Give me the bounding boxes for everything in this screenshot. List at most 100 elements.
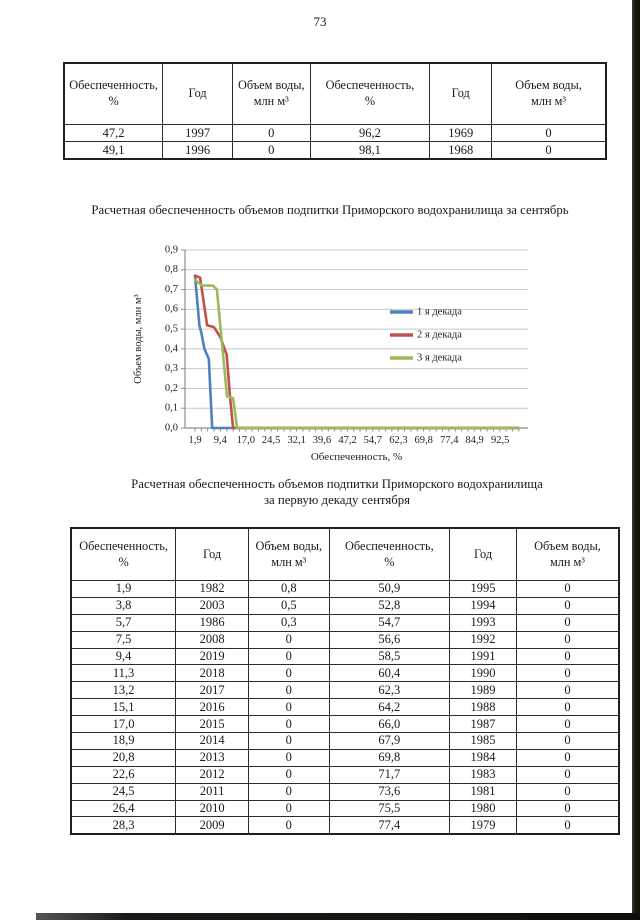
table-cell: 1969	[429, 124, 493, 142]
recurrence-table-first-decade: Обеспеченность,% Год Объем воды, млн м³ Обес…	[70, 527, 620, 836]
table-cell: 2015	[175, 715, 250, 734]
column-header-line: %	[118, 554, 129, 569]
table-cell: 0	[232, 124, 311, 142]
column-header-line: %	[384, 554, 395, 569]
table-cell: 2008	[175, 630, 250, 649]
table-cell: 0	[248, 715, 330, 734]
table-cell: 1993	[449, 613, 517, 632]
legend-label: 3 я декада	[417, 352, 462, 363]
table-cell: 11,3	[70, 664, 177, 683]
x-tick-label: 32,1	[288, 435, 306, 446]
y-axis-title: Объем воды, млн м³	[133, 294, 144, 383]
chart-legend: 1 я декада 2 я декада 3 я декада	[390, 306, 462, 363]
table-cell: 75,5	[328, 799, 451, 818]
x-tick-label: 9,4	[214, 435, 228, 446]
table-row: 49,1 1996 0 98,1 1968 0	[63, 141, 607, 160]
table-row: 22,6 2012 0 71,7 1983 0	[70, 765, 620, 784]
header-row: Обеспеченность,% Год Объем воды, млн м³ Обес…	[63, 62, 607, 125]
table-row: 9,4 2019 0 58,5 1991 0	[70, 647, 620, 666]
table-cell: 0	[515, 596, 620, 615]
table-cell: 0	[515, 630, 620, 649]
table-row: 3,8 2003 0,5 52,8 1994 0	[70, 596, 620, 615]
column-header-line: Объем воды,	[534, 538, 601, 553]
y-tick-label: 0,5	[165, 324, 178, 335]
legend-label: 2 я декада	[417, 329, 462, 340]
y-tick-label: 0,8	[165, 264, 178, 275]
chart-gridlines	[185, 249, 528, 409]
table-cell: 1979	[449, 816, 517, 835]
table-cell: 1987	[449, 715, 517, 734]
column-header: Год	[162, 62, 234, 125]
chart-title: Расчетная обеспеченность объемов подпитк…	[91, 203, 569, 217]
table-cell: 67,9	[328, 732, 451, 750]
table-cell: 54,7	[328, 613, 451, 632]
table-cell: 1986	[175, 613, 250, 632]
series-line-2	[193, 274, 521, 430]
table-cell: 1,9	[70, 580, 177, 598]
table-cell: 77,4	[328, 816, 451, 835]
table-cell: 1989	[449, 681, 517, 700]
column-header: Обеспеченность,%	[328, 527, 451, 581]
table-cell: 98,1	[309, 141, 431, 160]
table-cell: 1992	[449, 630, 517, 649]
table-cell: 1991	[449, 647, 517, 666]
table-cell: 1968	[429, 141, 493, 160]
x-tick-label: 54,7	[364, 435, 382, 446]
table-cell: 0	[515, 782, 620, 801]
column-header-line: Объем воды,	[515, 78, 582, 93]
table-cell: 2011	[175, 782, 250, 801]
table-cell: 2019	[175, 647, 250, 666]
column-header: Год	[175, 527, 250, 581]
table-cell: 5,7	[70, 613, 177, 632]
table-cell: 1995	[449, 580, 517, 598]
table-cell: 73,6	[328, 782, 451, 801]
header-row: Обеспеченность,% Год Объем воды, млн м³ Обес…	[70, 527, 620, 581]
column-header-line: Обеспеченность,	[79, 538, 168, 553]
table-cell: 0	[248, 630, 330, 649]
table-cell: 2014	[175, 732, 250, 750]
table-row: 20,8 2013 0 69,8 1984 0	[70, 748, 620, 767]
legend-label: 1 я декада	[417, 306, 462, 317]
table-cell: 24,5	[70, 782, 177, 801]
table-cell: 71,7	[328, 765, 451, 784]
table-cell: 0	[515, 681, 620, 700]
table-cell: 0	[515, 732, 620, 750]
table-cell: 0	[515, 715, 620, 734]
supply-volume-chart: 0,0 0,1 0,2 0,3 0,4 0,5 0,6 0,7 0,8 0,9 1,9 9,4 17,0…	[133, 244, 528, 463]
table-cell: 18,9	[70, 732, 177, 750]
table-cell: 3,8	[70, 596, 177, 615]
x-tick-label: 47,2	[338, 435, 356, 446]
series-line-1	[193, 274, 521, 430]
table-cell: 17,0	[70, 715, 177, 734]
bottom-table-title-line1: Расчетная обеспеченность объемов подпитк…	[131, 477, 543, 491]
table-cell: 15,1	[70, 698, 177, 717]
table-cell: 13,2	[70, 681, 177, 700]
table-cell: 1980	[449, 799, 517, 818]
column-header-line: Обеспеченность,	[325, 78, 415, 93]
table-cell: 0	[515, 698, 620, 717]
table-cell: 2010	[175, 799, 250, 818]
column-header: Объем воды, млн м³	[232, 62, 311, 125]
table-row: 26,4 2010 0 75,5 1980 0	[70, 799, 620, 818]
column-header: Объем воды, млн м³	[491, 62, 607, 125]
table-cell: 0	[491, 141, 607, 160]
column-header: Объем воды, млн м³	[515, 527, 620, 581]
table-row: 15,1 2016 0 64,2 1988 0	[70, 698, 620, 717]
table-cell: 1996	[162, 141, 234, 160]
x-tick-label: 24,5	[262, 435, 280, 446]
table-cell: 0	[515, 664, 620, 683]
column-header-line: Обеспеченность,	[345, 538, 434, 553]
table-cell: 1990	[449, 664, 517, 683]
table-cell: 0	[248, 732, 330, 750]
table-cell: 26,4	[70, 799, 177, 818]
table-cell: 2017	[175, 681, 250, 700]
x-tick-label: 62,3	[389, 435, 407, 446]
table-cell: 0	[248, 765, 330, 784]
page-number: 73	[313, 14, 327, 29]
table-row: 28,3 2009 0 77,4 1979 0	[70, 816, 620, 835]
column-header-line: Год	[451, 86, 470, 100]
table-cell: 1982	[175, 580, 250, 598]
table-cell: 1981	[449, 782, 517, 801]
x-tick-label: 92,5	[491, 435, 509, 446]
column-header: Обеспеченность,%	[63, 62, 164, 125]
